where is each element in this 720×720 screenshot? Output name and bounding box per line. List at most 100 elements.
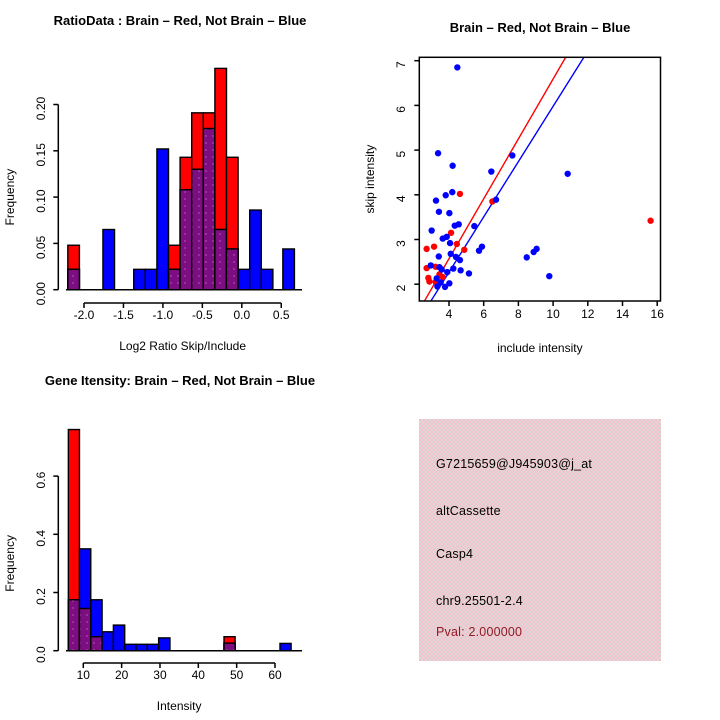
- hist-bar-blue: [124, 643, 137, 652]
- hist-bar-blue: [112, 624, 126, 652]
- data-point-red: [461, 246, 468, 253]
- y-tick-label: 0.4: [34, 530, 48, 547]
- x-tick-label: -2.0: [74, 308, 95, 322]
- data-point-blue: [427, 262, 434, 269]
- x-axis-title: Log2 Ratio Skip/Include: [119, 339, 246, 353]
- data-point-blue: [454, 64, 461, 71]
- x-axis-title: include intensity: [497, 341, 582, 355]
- probe-id-text: G7215659@J945903@j_at: [436, 457, 593, 471]
- hist-bar-overlap: [67, 268, 81, 291]
- x-tick-label: 60: [268, 668, 282, 682]
- data-point-red: [426, 278, 433, 285]
- hist-bar-blue: [282, 248, 296, 291]
- plot-area: [423, 57, 654, 301]
- x-tick-label: 40: [192, 668, 206, 682]
- hist-bar-overlap: [67, 599, 81, 652]
- y-tick-label: 7: [394, 61, 408, 68]
- x-tick-label: 0.0: [233, 308, 250, 322]
- hist-bar-overlap: [179, 188, 193, 291]
- gene-name-text: Casp4: [436, 547, 474, 561]
- hist-bar-overlap: [90, 636, 103, 652]
- gene-intensity-histogram-chart: 0.0 0.2 0.4 0.6 10 20 30 40 50 60 Gene Itensity: B…: [3, 373, 315, 713]
- hist-bar-overlap: [190, 168, 204, 291]
- y-tick-label: 0.20: [34, 96, 48, 120]
- data-point-blue: [434, 150, 442, 157]
- x-tick-label: 20: [115, 668, 129, 682]
- hist-bar-blue: [279, 642, 292, 652]
- data-point-blue: [457, 267, 464, 274]
- data-point-blue: [442, 192, 449, 199]
- data-point-blue: [530, 248, 537, 256]
- hist-bar-overlap: [214, 228, 228, 291]
- data-point-blue: [455, 221, 462, 228]
- data-point-blue: [432, 197, 440, 204]
- data-point-blue: [465, 270, 473, 277]
- y-axis-title: skip intensity: [363, 145, 377, 214]
- y-tick-label: 0.05: [34, 235, 48, 259]
- panel-gene-info: G7215659@J945903@j_at altCassette Casp4 …: [360, 360, 720, 720]
- data-point-blue: [435, 253, 442, 260]
- x-tick-label: 4: [446, 307, 453, 321]
- y-tick-label: 3: [394, 240, 408, 247]
- y-axis-title: Frequency: [3, 169, 17, 226]
- data-point-blue: [449, 162, 456, 169]
- hist-bar-blue: [156, 148, 170, 291]
- data-point-blue: [447, 250, 454, 258]
- data-point-blue: [471, 222, 478, 230]
- panel-gene-intensity-histogram: 0.0 0.2 0.4 0.6 10 20 30 40 50 60 Gene Itensity: B…: [0, 360, 360, 720]
- data-point-blue: [433, 275, 440, 282]
- data-point-red: [456, 190, 464, 198]
- x-tick-label: 10: [77, 668, 91, 682]
- plot-box: [418, 56, 662, 302]
- hist-bar-overlap: [202, 127, 216, 291]
- data-point-blue: [492, 196, 500, 203]
- hist-bar-blue: [248, 209, 262, 291]
- panel-ratio-histogram: 0.00 0.05 0.10 0.15 0.20 -2.0 -1.5 -1.0 -0.5 0.0 0…: [0, 0, 360, 360]
- data-point-red: [423, 245, 430, 253]
- data-point-blue: [436, 264, 443, 271]
- x-tick-label: -1.0: [153, 308, 174, 322]
- data-point-blue: [434, 283, 441, 290]
- x-tick-label: 0.5: [273, 308, 290, 322]
- data-point-blue: [546, 272, 553, 280]
- y-tick-label: 0.2: [34, 588, 48, 605]
- y-tick-label: 2: [394, 285, 408, 292]
- x-axis-title: Intensity: [157, 699, 202, 713]
- data-point-blue: [441, 283, 449, 291]
- y-tick-label: 4: [394, 195, 408, 202]
- locus-text: chr9.25501-2.4: [436, 594, 523, 608]
- y-tick-label: 0.00: [34, 282, 48, 306]
- x-tick-label: -0.5: [192, 308, 213, 322]
- y-tick-label: 5: [394, 150, 408, 157]
- y-tick-label: 0.10: [34, 189, 48, 213]
- splice-type-text: altCassette: [436, 504, 501, 518]
- chart-title: Brain – Red, Not Brain – Blue: [450, 20, 631, 35]
- x-tick-label: 50: [230, 668, 244, 682]
- fit-line-blue: [430, 57, 585, 301]
- data-point-blue: [428, 227, 435, 234]
- y-axis-title: Frequency: [3, 535, 17, 592]
- data-point-blue: [475, 247, 483, 254]
- chart-title: RatioData : Brain – Red, Not Brain – Blu…: [54, 13, 307, 28]
- hist-bar-blue: [146, 643, 160, 652]
- data-point-blue: [564, 170, 571, 177]
- data-point-blue: [446, 280, 453, 287]
- fit-line-red: [423, 57, 567, 301]
- data-point-red: [647, 217, 654, 224]
- y-tick-label: 0.0: [34, 646, 48, 663]
- data-point-blue: [449, 188, 456, 196]
- data-point-blue: [444, 268, 451, 276]
- data-point-blue: [456, 256, 464, 264]
- data-point-red: [430, 243, 438, 250]
- data-point-blue: [450, 265, 457, 272]
- hist-bar-blue: [157, 637, 171, 652]
- intensity-scatter-chart: 4 6 8 10 12 14 16 2 3 4 5 6 7 Brain – Red, Not Brain …: [363, 20, 665, 355]
- x-tick-label: 16: [651, 307, 665, 321]
- chart-title: Gene Itensity: Brain – Red, Not Brain – …: [45, 373, 315, 388]
- hist-bar-blue: [260, 268, 274, 291]
- hist-bar-overlap: [78, 607, 92, 652]
- data-point-blue: [488, 168, 495, 175]
- hist-bar-overlap: [167, 268, 181, 291]
- data-point-blue: [439, 235, 446, 242]
